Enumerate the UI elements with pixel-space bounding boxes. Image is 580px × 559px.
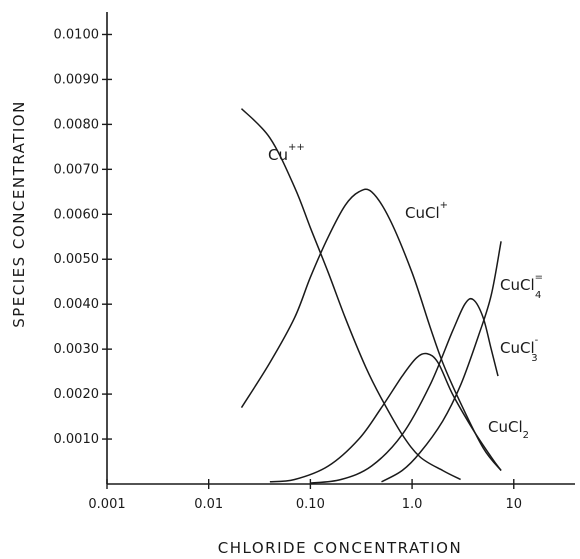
- series-line-cu: [240, 108, 461, 481]
- series-layer: [240, 108, 502, 484]
- x-tick-label: 0.001: [88, 497, 125, 512]
- y-tick-label: 0.0090: [54, 72, 100, 87]
- series-label-cucl3: CuCl-3: [500, 335, 539, 364]
- y-tick-label: 0.0010: [54, 432, 100, 447]
- y-tick-label: 0.0100: [54, 27, 100, 42]
- x-axis-title: CHLORIDE CONCENTRATION: [218, 539, 462, 557]
- y-tick-label: 0.0040: [54, 297, 100, 312]
- x-tick-label: 10: [506, 497, 523, 512]
- series-line-cucl2: [269, 352, 502, 483]
- series-label-cu: Cu++: [268, 142, 305, 164]
- series-label-cucl4: CuCl= 4: [500, 272, 543, 301]
- y-tick-label: 0.0050: [54, 252, 100, 267]
- series-line-cucl4: [381, 241, 502, 483]
- x-tick-label: 0.01: [194, 497, 223, 512]
- y-axis-title: SPECIES CONCENTRATION: [10, 100, 28, 328]
- series-label-cucl2: CuCl2: [488, 418, 529, 441]
- y-tick-label: 0.0070: [54, 162, 100, 177]
- x-tick-label: 1.0: [402, 497, 423, 512]
- y-tick-label: 0.0060: [54, 207, 100, 222]
- y-tick-label: 0.0080: [54, 117, 100, 132]
- ticks: 0.0010 0.0020 0.0030 0.0040 0.0050 0.0060 0.00…: [54, 27, 523, 512]
- y-tick-label: 0.0020: [54, 387, 100, 402]
- y-tick-label: 0.0030: [54, 342, 100, 357]
- x-tick-label: 0.10: [296, 497, 325, 512]
- series-line-cucl-plus: [240, 188, 502, 471]
- series-label-cucl-plus: CuCl+: [405, 200, 448, 222]
- axes: [106, 12, 575, 485]
- curve-labels: Cu++ CuCl+ CuCl= 4 CuCl-3 CuCl2: [268, 142, 543, 441]
- series-line-cucl3: [310, 297, 499, 484]
